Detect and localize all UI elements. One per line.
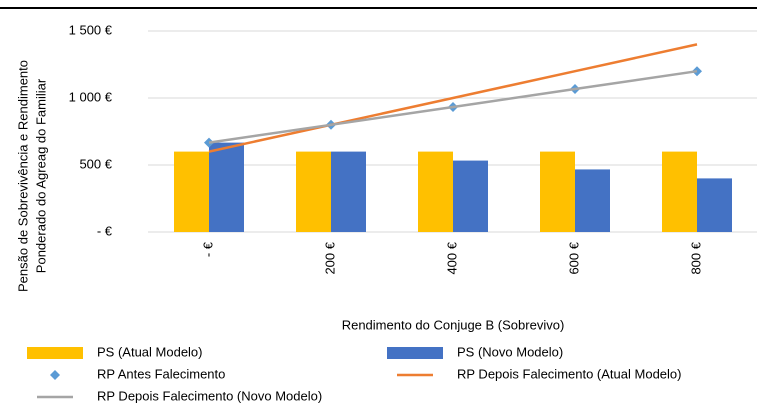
- bar: [418, 151, 453, 232]
- bar: [296, 151, 331, 232]
- legend-swatch: [27, 347, 83, 359]
- y-tick-label: - €: [97, 223, 113, 238]
- legend-label: RP Depois Falecimento (Atual Modelo): [457, 366, 681, 381]
- bar: [209, 142, 244, 232]
- y-tick-label: 1 500 €: [69, 22, 113, 37]
- legend-label: RP Depois Falecimento (Novo Modelo): [97, 388, 322, 403]
- y-tick-label: 500 €: [79, 156, 112, 171]
- y-tick-label: 1 000 €: [69, 89, 113, 104]
- x-axis-label: Rendimento do Conjuge B (Sobrevivo): [342, 317, 565, 332]
- x-tick-label: - €: [200, 241, 215, 257]
- y-axis-label: Ponderado do Agreag do Familiar: [33, 78, 48, 273]
- x-tick-label: 200 €: [322, 241, 337, 274]
- legend-swatch: [50, 370, 60, 380]
- bar: [331, 151, 366, 232]
- legend-label: PS (Atual Modelo): [97, 344, 203, 359]
- line: [208, 43, 698, 153]
- bar: [662, 151, 697, 232]
- x-tick-label: 600 €: [566, 241, 581, 274]
- bar: [540, 151, 575, 232]
- legend-label: PS (Novo Modelo): [457, 344, 563, 359]
- x-tick-label: 800 €: [688, 241, 703, 274]
- bar: [575, 169, 610, 232]
- x-tick-label: 400 €: [444, 241, 459, 274]
- y-axis-label: Pensão de Sobrevivência e Rendimento: [15, 60, 30, 292]
- bar: [697, 178, 732, 232]
- line: [208, 69, 698, 144]
- bar: [453, 160, 488, 232]
- bar: [174, 151, 209, 232]
- legend-label: RP Antes Falecimento: [97, 366, 225, 381]
- legend-swatch: [387, 347, 443, 359]
